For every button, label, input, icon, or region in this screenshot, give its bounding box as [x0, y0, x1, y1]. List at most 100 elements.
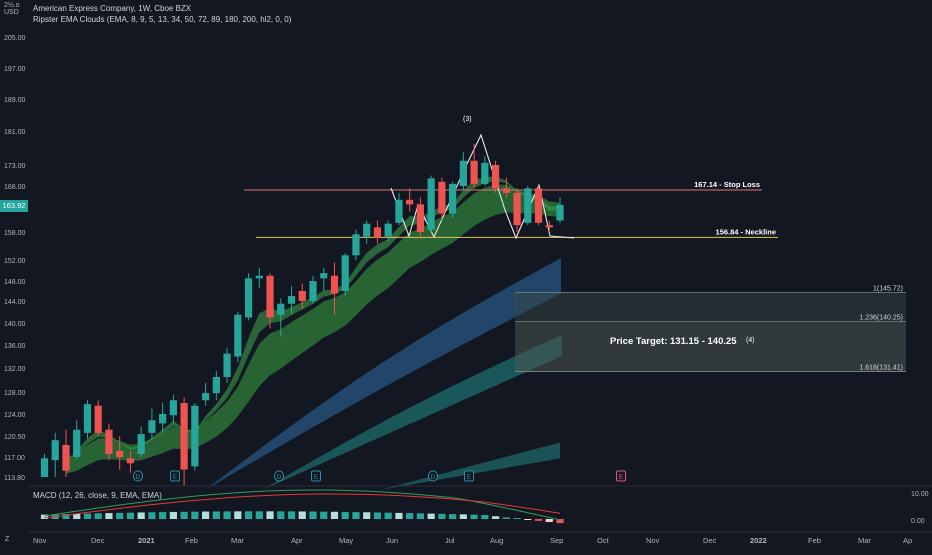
x-tick-label: Feb — [185, 536, 198, 545]
y-tick-label: 197.00 — [4, 66, 26, 73]
macd-pane — [28, 485, 932, 524]
event-marker-box — [464, 470, 474, 482]
y-tick-label: 113.80 — [4, 475, 25, 482]
candle-body — [255, 275, 263, 279]
candle-body — [491, 165, 500, 189]
fib-label: 1.618(131.41) — [859, 365, 903, 372]
candle-body — [266, 275, 274, 318]
macd-histogram-bar — [373, 512, 382, 519]
x-tick-label: Ap — [903, 536, 912, 545]
macd-histogram-bar — [169, 511, 177, 519]
macd-histogram-bar — [298, 511, 306, 519]
x-tick-label: Feb — [808, 536, 821, 545]
event-marker-box — [170, 470, 180, 482]
axes: 205.00 197.00 189.00 181.00 173.00 168.00 158.… — [4, 35, 932, 545]
candle-body — [62, 445, 70, 471]
indicator-legend[interactable]: Ripster EMA Clouds (EMA, 8, 9, 5, 13, 34… — [33, 15, 292, 24]
event-marker[interactable]: E — [464, 470, 474, 482]
event-marker[interactable]: E — [170, 470, 180, 482]
macd-histogram-bar — [545, 519, 553, 523]
macd-histogram-bar — [502, 517, 510, 519]
candle-body — [330, 275, 339, 294]
fib-band-upper — [515, 292, 906, 322]
macd-histogram-bar — [384, 512, 392, 519]
macd-histogram-bar — [94, 513, 102, 519]
macd-histogram-bar — [438, 513, 446, 519]
candles — [40, 143, 564, 486]
macd-histogram-bar — [40, 514, 49, 519]
timezone-label[interactable]: Z — [5, 536, 10, 543]
y-tick-label: 205.00 — [4, 35, 26, 42]
x-tick-label: Oct — [597, 536, 610, 545]
event-marker-letter: E — [619, 474, 624, 481]
macd-legend[interactable]: MACD (12, 26, close, 9, EMA, EMA) — [33, 491, 162, 500]
candle-body — [513, 192, 521, 226]
event-marker[interactable]: D — [428, 470, 438, 482]
annotations: (3) (4) — [463, 116, 755, 344]
event-marker-box — [133, 470, 143, 482]
candle-body — [191, 405, 199, 467]
candle-body — [94, 405, 102, 433]
ema-cloud-blue — [205, 258, 561, 490]
event-marker[interactable]: D — [274, 470, 284, 482]
currency-unit: 2½.o USD — [4, 2, 20, 16]
macd-histogram-bar — [126, 512, 135, 519]
macd-histogram-bar — [459, 514, 467, 519]
candle-body — [459, 160, 467, 186]
price-target-label: Price Target: 131.15 - 140.25 — [610, 336, 737, 347]
candle-body — [212, 377, 220, 394]
macd-histogram-bar — [266, 511, 274, 519]
event-marker[interactable]: E — [311, 470, 321, 482]
x-tick-label: Aug — [490, 536, 503, 545]
macd-histogram-bar — [287, 511, 296, 519]
macd-histogram-bar — [223, 511, 231, 519]
y-tick-label: 132.00 — [4, 366, 26, 373]
event-marker[interactable]: E — [616, 470, 626, 482]
candle-body — [234, 314, 242, 357]
candle-body — [524, 188, 532, 223]
x-tick-label: Jul — [445, 536, 455, 545]
macd-histogram-bar — [105, 513, 113, 519]
x-tick-label: Mar — [231, 536, 244, 545]
candle-body — [287, 296, 296, 304]
macd-histogram-bar — [406, 513, 414, 519]
x-tick-label: Dec — [703, 536, 717, 545]
x-tick-label: Nov — [33, 536, 47, 545]
macd-histogram-bar — [352, 512, 360, 519]
y-tick-label: 120.50 — [4, 434, 26, 441]
macd-histogram-bar — [73, 513, 81, 519]
macd-histogram-bar — [363, 512, 371, 519]
candle-body — [481, 162, 489, 184]
candle-body — [556, 204, 564, 221]
candle-body — [416, 204, 424, 232]
candle-body — [352, 234, 360, 256]
x-tick-label: 2021 — [138, 536, 155, 545]
candle-body — [438, 181, 446, 214]
current-price-badge: 163.92 — [0, 200, 28, 212]
fib-band-lower — [515, 321, 906, 372]
macd-histogram-bar — [83, 513, 92, 519]
unit-label: USD — [4, 9, 19, 16]
x-tick-label: Apr — [291, 536, 303, 545]
candle-body — [502, 188, 510, 193]
macd-histogram-bar — [212, 511, 220, 519]
fib-zone: 1(145.72) 1.236(140.25) 1.618(131.41) Price… — [515, 285, 906, 372]
x-tick-label: Nov — [646, 536, 660, 545]
macd-histogram-bar — [148, 512, 156, 519]
event-marker-letter: D — [277, 474, 282, 481]
candle-body — [427, 178, 435, 230]
macd-histogram-bar — [513, 518, 521, 519]
candle-body — [137, 434, 145, 454]
macd-histogram-bar — [320, 511, 328, 519]
event-marker[interactable]: D — [133, 470, 143, 482]
event-marker-box — [428, 470, 438, 482]
event-marker-letter: D — [136, 474, 141, 481]
candle-body — [277, 303, 285, 315]
fib-label: 1(145.72) — [873, 285, 903, 292]
ema-cloud-green — [65, 184, 561, 474]
candle-body — [116, 451, 124, 457]
macd-histogram-bar — [244, 511, 253, 519]
candle-body — [320, 273, 328, 279]
